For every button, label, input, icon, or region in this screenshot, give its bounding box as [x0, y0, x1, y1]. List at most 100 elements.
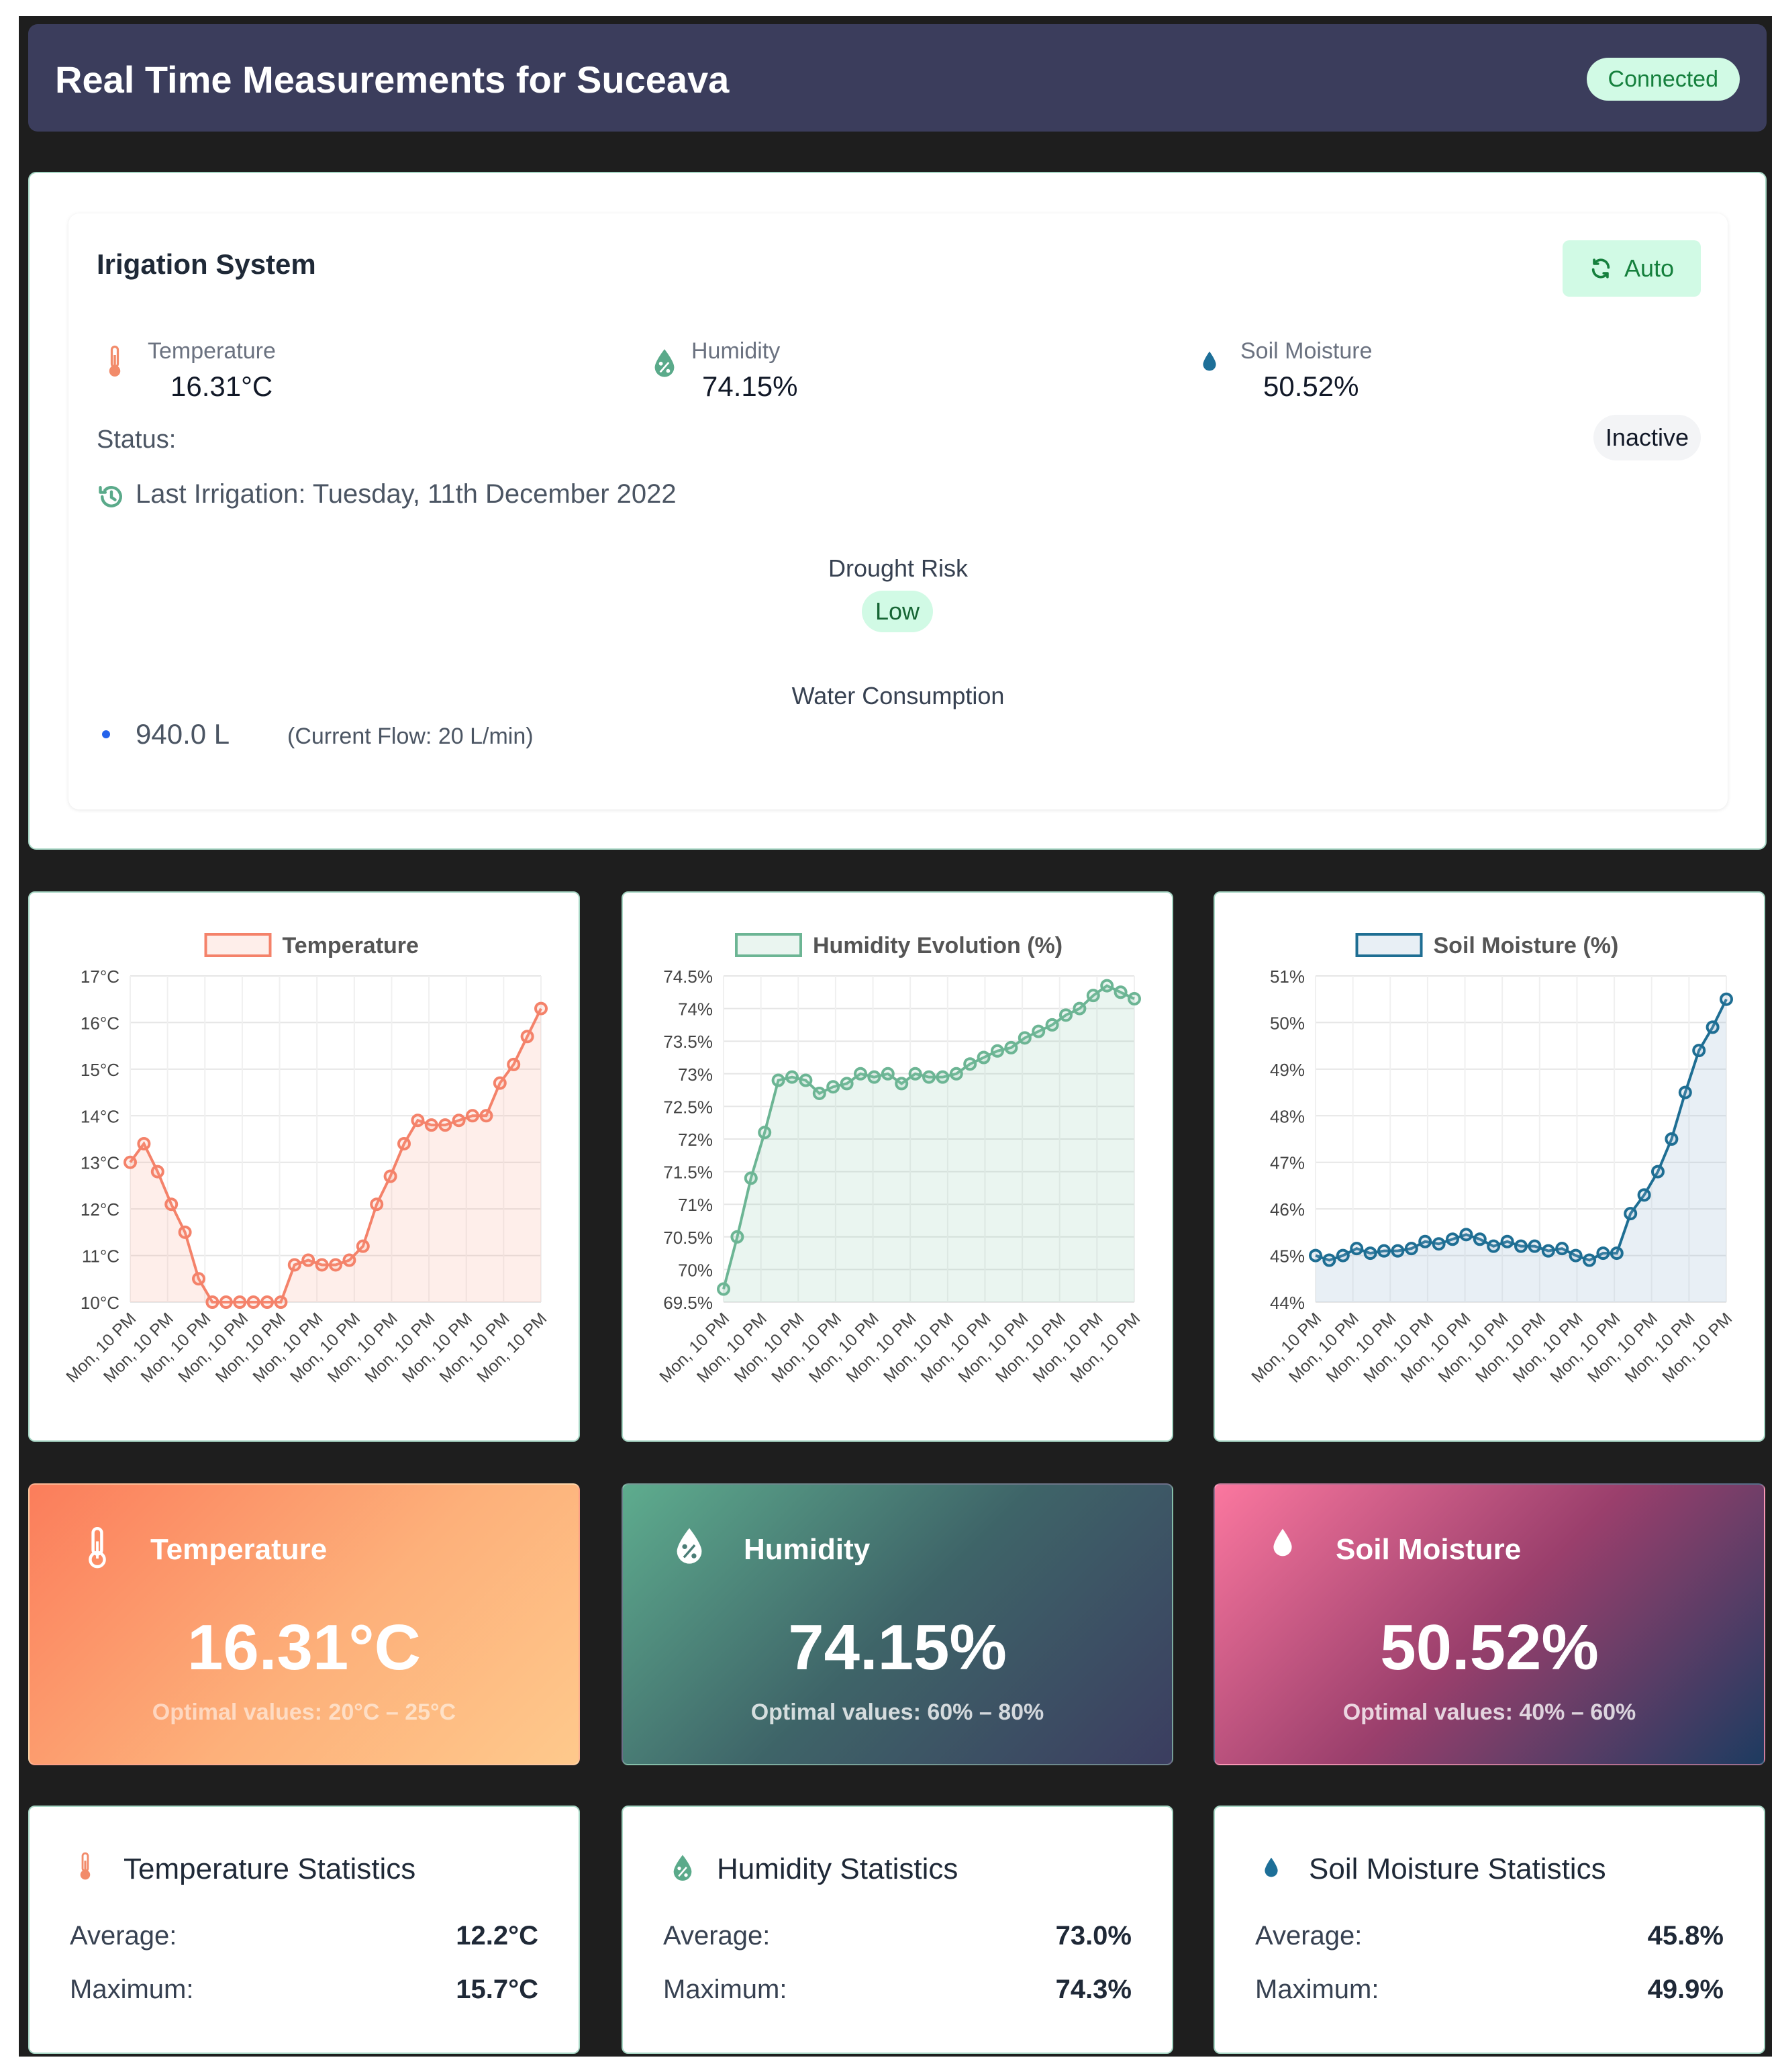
data-point[interactable] — [192, 1272, 205, 1286]
data-point[interactable] — [1706, 1020, 1720, 1034]
data-point[interactable] — [479, 1109, 493, 1123]
data-point[interactable] — [424, 1118, 438, 1132]
data-point[interactable] — [1059, 1008, 1073, 1022]
data-point[interactable] — [963, 1057, 977, 1071]
data-point[interactable] — [1128, 992, 1141, 1006]
data-point[interactable] — [771, 1073, 785, 1087]
data-point[interactable] — [287, 1258, 301, 1272]
data-point[interactable] — [1446, 1232, 1459, 1246]
data-point[interactable] — [315, 1258, 329, 1272]
data-point[interactable] — [1404, 1242, 1418, 1256]
data-point[interactable] — [534, 1001, 548, 1016]
data-point[interactable] — [233, 1295, 247, 1309]
data-point[interactable] — [1045, 1018, 1059, 1032]
data-point[interactable] — [785, 1070, 799, 1084]
data-point[interactable] — [164, 1197, 179, 1212]
data-point[interactable] — [411, 1114, 425, 1128]
data-point[interactable] — [1665, 1132, 1679, 1146]
data-point[interactable] — [342, 1253, 356, 1267]
data-point[interactable] — [1086, 989, 1100, 1003]
data-point[interactable] — [507, 1057, 521, 1071]
data-point[interactable] — [356, 1239, 370, 1253]
data-point[interactable] — [1459, 1228, 1473, 1242]
data-point[interactable] — [717, 1282, 730, 1296]
data-point[interactable] — [908, 1067, 922, 1081]
data-point[interactable] — [466, 1109, 479, 1123]
data-point[interactable] — [1114, 985, 1128, 999]
data-point[interactable] — [438, 1118, 452, 1132]
data-point[interactable] — [949, 1067, 963, 1081]
data-point[interactable] — [1500, 1234, 1514, 1248]
humidity-legend[interactable]: Humidity Evolution (%) — [735, 933, 1063, 958]
data-point[interactable] — [520, 1030, 534, 1044]
data-point[interactable] — [1596, 1246, 1610, 1261]
data-point[interactable] — [452, 1114, 466, 1128]
soil-moisture-legend[interactable]: Soil Moisture (%) — [1355, 933, 1619, 958]
data-point[interactable] — [1528, 1239, 1542, 1253]
data-point[interactable] — [397, 1136, 411, 1150]
data-point[interactable] — [991, 1044, 1004, 1058]
data-point[interactable] — [383, 1169, 397, 1183]
maximum-label: Maximum: — [70, 1975, 194, 2004]
data-point[interactable] — [1432, 1237, 1446, 1251]
data-point[interactable] — [1322, 1253, 1336, 1267]
data-point[interactable] — [1336, 1248, 1350, 1263]
data-point[interactable] — [260, 1295, 274, 1309]
data-point[interactable] — [124, 1155, 137, 1169]
data-point[interactable] — [1377, 1244, 1391, 1258]
data-point[interactable] — [1391, 1244, 1405, 1258]
data-point[interactable] — [1692, 1044, 1706, 1058]
data-point[interactable] — [867, 1070, 881, 1084]
data-point[interactable] — [936, 1070, 950, 1084]
temperature-legend[interactable]: Temperature — [204, 933, 419, 958]
data-point[interactable] — [246, 1295, 260, 1309]
data-point[interactable] — [854, 1067, 867, 1081]
data-point[interactable] — [1350, 1242, 1364, 1256]
data-point[interactable] — [1309, 1248, 1322, 1263]
data-point[interactable] — [922, 1070, 936, 1084]
data-point[interactable] — [1487, 1239, 1501, 1253]
data-point[interactable] — [1624, 1207, 1638, 1221]
data-point[interactable] — [826, 1080, 840, 1094]
data-point[interactable] — [881, 1067, 895, 1081]
data-point[interactable] — [744, 1171, 758, 1185]
data-point[interactable] — [1541, 1244, 1555, 1258]
data-point[interactable] — [812, 1086, 826, 1100]
data-point[interactable] — [1073, 1001, 1087, 1016]
data-point[interactable] — [1100, 979, 1114, 993]
data-point[interactable] — [1363, 1246, 1377, 1261]
data-point[interactable] — [1651, 1165, 1665, 1179]
data-point[interactable] — [895, 1077, 909, 1091]
data-point[interactable] — [1032, 1024, 1046, 1038]
auto-mode-button[interactable]: Auto — [1563, 240, 1701, 297]
data-point[interactable] — [1637, 1188, 1651, 1202]
data-point[interactable] — [1569, 1248, 1583, 1263]
data-point[interactable] — [493, 1076, 507, 1090]
data-point[interactable] — [205, 1295, 219, 1309]
data-point[interactable] — [730, 1230, 744, 1244]
data-point[interactable] — [219, 1295, 233, 1309]
temperature-summary-title: Temperature — [150, 1533, 328, 1566]
data-point[interactable] — [1720, 992, 1733, 1006]
data-point[interactable] — [1583, 1253, 1596, 1267]
data-point[interactable] — [799, 1073, 813, 1087]
data-point[interactable] — [1004, 1040, 1018, 1054]
data-point[interactable] — [301, 1253, 315, 1267]
data-point[interactable] — [150, 1165, 164, 1179]
data-point[interactable] — [329, 1258, 342, 1272]
data-point[interactable] — [274, 1295, 288, 1309]
data-point[interactable] — [1678, 1085, 1692, 1099]
data-point[interactable] — [840, 1077, 854, 1091]
data-point[interactable] — [977, 1050, 991, 1065]
data-point[interactable] — [758, 1126, 772, 1140]
data-point[interactable] — [1418, 1234, 1432, 1248]
legend-label: Temperature — [283, 933, 419, 958]
data-point[interactable] — [178, 1225, 192, 1239]
data-point[interactable] — [1610, 1246, 1624, 1261]
data-point[interactable] — [1514, 1239, 1528, 1253]
data-point[interactable] — [137, 1136, 151, 1150]
data-point[interactable] — [1555, 1242, 1569, 1256]
data-point[interactable] — [1473, 1232, 1487, 1246]
data-point[interactable] — [370, 1197, 384, 1212]
data-point[interactable] — [1018, 1031, 1032, 1045]
